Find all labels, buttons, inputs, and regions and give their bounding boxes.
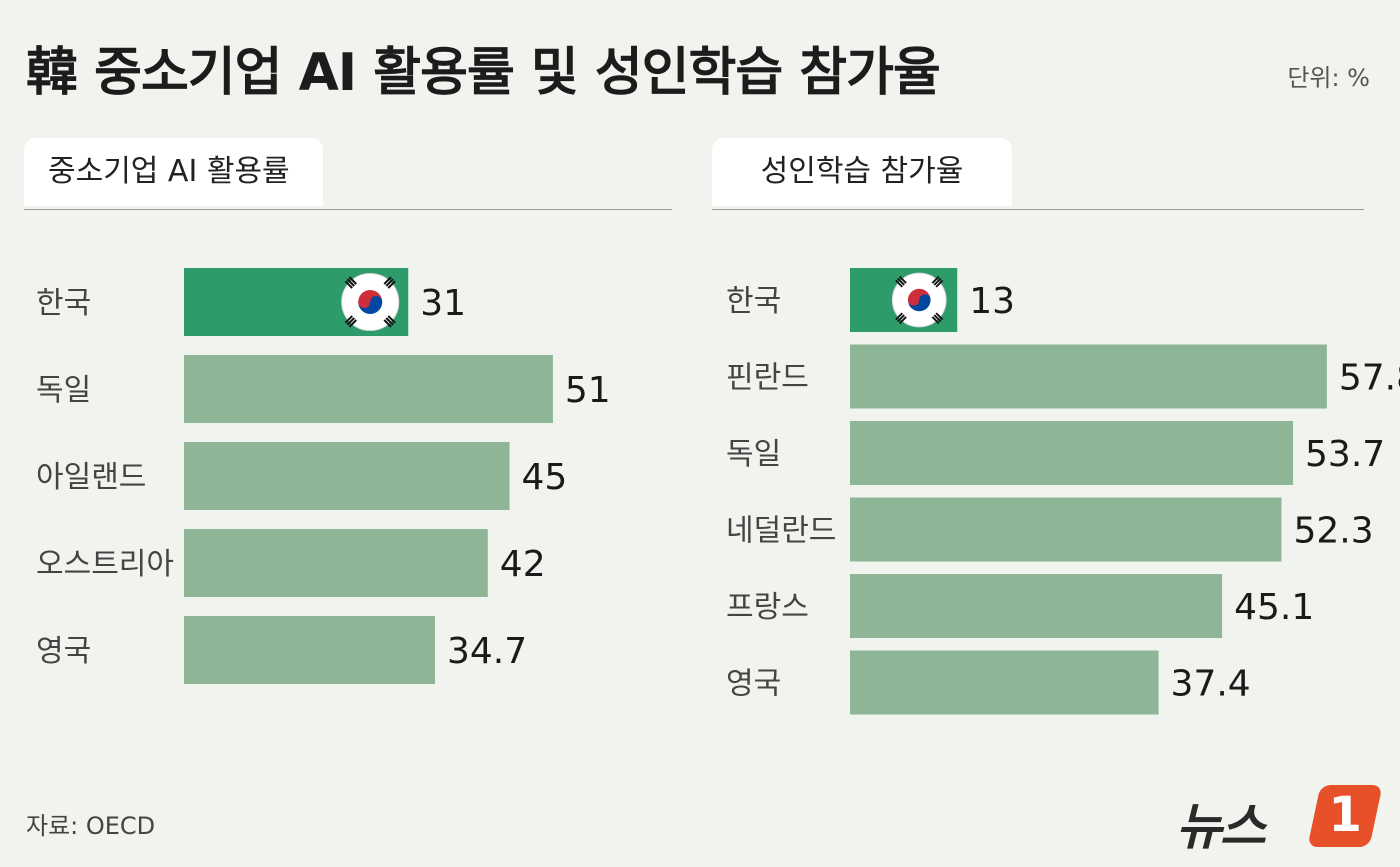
adult-learning-value-label: 53.7 [1305,434,1385,475]
adult-learning-category-label: 한국 [726,284,781,319]
adult-learning-korea-flag-icon [891,272,947,328]
adult-learning-value-label: 45.1 [1234,587,1314,628]
adult-learning-divider [712,209,1364,210]
ai-usage-bar-chart: 한국 31 독일 51 아일랜드 45 오스트리아 42 영국 34.7 [36,268,611,684]
unit-label: 단위: % [1287,64,1370,92]
ai-usage-value-label: 34.7 [447,631,527,672]
adult-learning-bar [850,497,1282,562]
adult-learning-value-label: 57.8 [1339,358,1400,399]
ai-usage-category-label: 오스트리아 [36,547,174,582]
ai-usage-divider [24,209,672,210]
ai-usage-tab: 중소기업 AI 활용률 [24,138,323,206]
ai-usage-value-label: 45 [522,457,568,498]
ai-usage-category-label: 영국 [36,634,91,669]
adult-learning-value-label: 52.3 [1293,511,1373,552]
adult-learning-bar [850,650,1159,715]
adult-learning-category-label: 네덜란드 [726,514,836,549]
ai-usage-value-label: 51 [565,370,611,411]
logo-text: 뉴스 [1176,798,1266,856]
ai-usage-value-label: 31 [420,283,466,324]
adult-learning-bar-chart: 한국 13 핀란드 57.8 독일 53.7 네덜란드 52.3 프랑스 45.1 영국 37.4 [726,268,1400,715]
adult-learning-category-label: 핀란드 [726,361,809,396]
ai-usage-bar [184,355,553,423]
logo-badge: 1 [1307,785,1383,847]
adult-learning-bar [850,574,1223,638]
ai-usage-value-label: 42 [500,544,546,585]
ai-usage-korea-flag-icon [341,272,400,332]
adult-learning-category-label: 독일 [726,437,781,472]
source-note: 자료: OECD [26,812,156,840]
adult-learning-value-label: 37.4 [1171,664,1251,705]
ai-usage-category-label: 한국 [36,286,91,321]
page-title: 韓 중소기업 AI 활용률 및 성인학습 참가율 [26,43,941,103]
ai-usage-panel: 중소기업 AI 활용률 한국 31 독일 51 아일랜드 45 오스트리아 42 영국 34.7 [24,138,674,758]
adult-learning-bar [850,421,1294,485]
adult-learning-category-label: 영국 [726,667,781,702]
adult-learning-value-label: 13 [969,281,1015,322]
ai-usage-bar [184,616,435,684]
adult-learning-bar [850,344,1327,409]
ai-usage-bar [184,529,488,597]
ai-usage-category-label: 아일랜드 [36,460,146,495]
ai-usage-bar [184,442,510,510]
news1-logo: 뉴스 1 [1176,783,1383,856]
adult-learning-panel: 성인학습 참가율 한국 13 핀란드 57.8 독일 53.7 네덜란드 52.3 프랑스 45.… [712,138,1400,758]
adult-learning-tab: 성인학습 참가율 [712,138,1012,206]
adult-learning-category-label: 프랑스 [726,590,809,625]
ai-usage-category-label: 독일 [36,373,91,408]
